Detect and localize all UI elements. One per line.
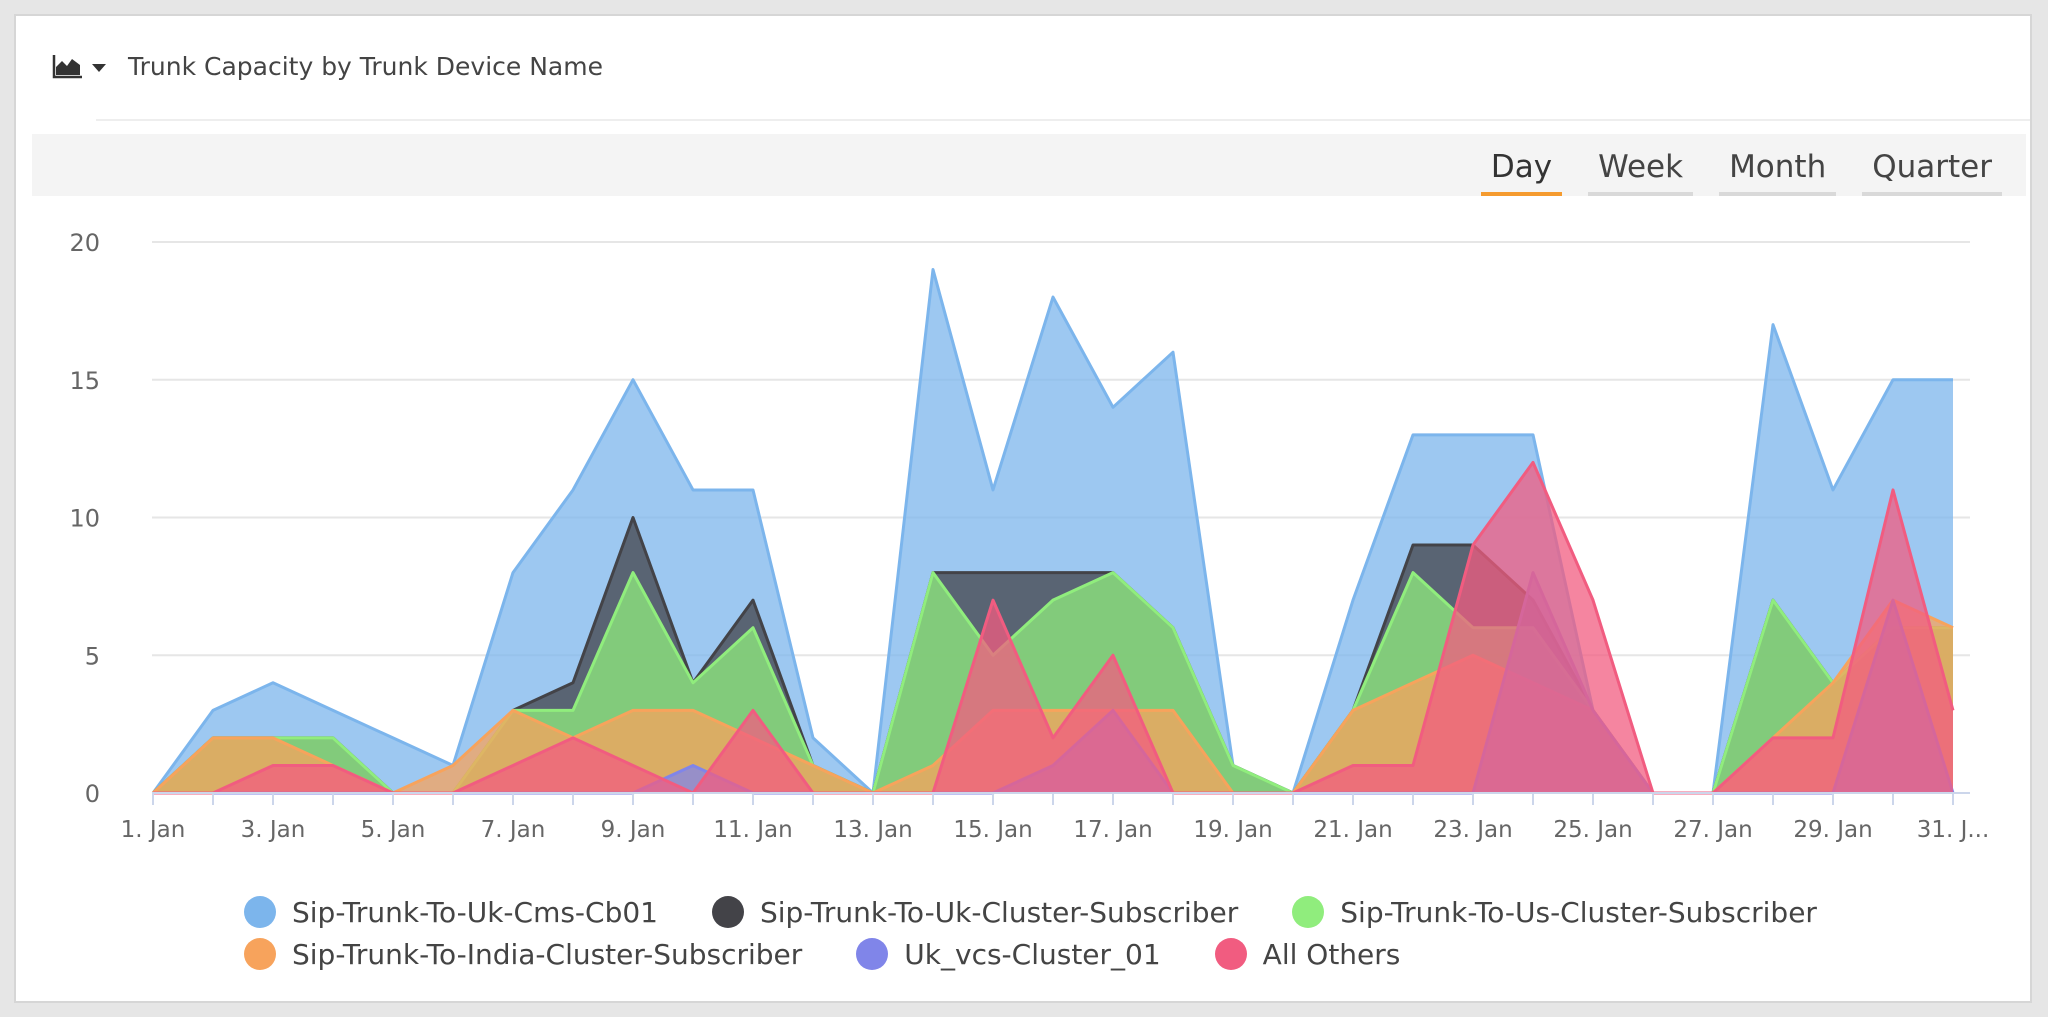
x-tick-label: 15. Jan (953, 817, 1032, 843)
chevron-down-icon[interactable] (92, 63, 106, 72)
legend-item-us-cluster-subscriber[interactable]: Sip-Trunk-To-Us-Cluster-Subscriber (1292, 895, 1817, 929)
x-tick-label: 23. Jan (1433, 817, 1512, 843)
x-tick-label: 3. Jan (241, 817, 306, 843)
x-tick-label: 19. Jan (1193, 817, 1272, 843)
y-tick-label: 10 (69, 505, 100, 533)
legend-swatch (1214, 938, 1247, 970)
legend-label: All Others (1262, 937, 1401, 971)
legend-swatch (244, 896, 276, 928)
legend-label: Sip-Trunk-To-Uk-Cms-Cb01 (292, 895, 658, 929)
legend-item-india-cluster-subscriber[interactable]: Sip-Trunk-To-India-Cluster-Subscriber (244, 937, 803, 971)
x-tick-label: 7. Jan (481, 817, 546, 843)
legend-swatch (711, 896, 744, 928)
x-tick-label: 11. Jan (713, 817, 792, 843)
y-tick-label: 5 (85, 642, 100, 670)
x-tick-label: 25. Jan (1553, 817, 1632, 843)
legend-swatch (856, 938, 889, 970)
tab-week[interactable]: Week (1588, 147, 1694, 196)
chart-panel: Trunk Capacity by Trunk Device Name Day … (14, 14, 2032, 1003)
legend-label: Uk_vcs-Cluster_01 (904, 937, 1161, 971)
legend-item-uk-cms-cb01[interactable]: Sip-Trunk-To-Uk-Cms-Cb01 (244, 895, 658, 929)
legend-label: Sip-Trunk-To-Uk-Cluster-Subscriber (759, 895, 1239, 929)
legend-label: Sip-Trunk-To-India-Cluster-Subscriber (292, 937, 803, 971)
x-tick-label: 21. Jan (1313, 817, 1392, 843)
legend-item-uk-cluster-subscriber[interactable]: Sip-Trunk-To-Uk-Cluster-Subscriber (711, 895, 1239, 929)
chart-legend: Sip-Trunk-To-Uk-Cms-Cb01 Sip-Trunk-To-Uk… (244, 895, 1944, 971)
x-axis: 1. Jan 3. Jan 5. Jan 7. Jan 9. Jan 11. Jan 13.… (121, 792, 1990, 843)
x-tick-label: 5. Jan (361, 817, 426, 843)
header-divider (96, 119, 2030, 121)
tab-month[interactable]: Month (1719, 147, 1837, 196)
x-tick-label: 9. Jan (601, 817, 666, 843)
legend-item-all-others[interactable]: All Others (1214, 937, 1401, 971)
x-tick-label: 17. Jan (1073, 817, 1152, 843)
y-tick-label: 15 (69, 367, 100, 395)
x-tick-label: 1. Jan (121, 817, 186, 843)
x-tick-label: 27. Jan (1673, 817, 1752, 843)
area-chart-icon[interactable] (52, 53, 106, 79)
x-tick-label: 13. Jan (833, 817, 912, 843)
area-chart-glyph (52, 55, 82, 79)
x-tick-label: 29. Jan (1793, 817, 1872, 843)
chart-title: Trunk Capacity by Trunk Device Name (128, 51, 603, 81)
tab-day[interactable]: Day (1480, 147, 1563, 196)
x-tick-label: 31. J... (1917, 817, 1990, 843)
y-tick-label: 20 (69, 229, 100, 257)
series-area-5 (153, 462, 1953, 793)
chart-series (151, 268, 1955, 795)
y-tick-label: 0 (85, 780, 100, 808)
legend-label: Sip-Trunk-To-Us-Cluster-Subscriber (1340, 895, 1817, 929)
period-tabs: Day Week Month Quarter (1455, 134, 2002, 196)
chart-header: Trunk Capacity by Trunk Device Name (52, 46, 603, 86)
period-toolbar: Day Week Month Quarter (32, 134, 2026, 196)
legend-swatch (244, 938, 276, 970)
legend-swatch (1292, 896, 1325, 928)
y-axis: 0 5 10 15 20 (69, 229, 100, 808)
tab-quarter[interactable]: Quarter (1862, 147, 2002, 196)
legend-item-uk-vcs-cluster[interactable]: Uk_vcs-Cluster_01 (856, 937, 1161, 971)
